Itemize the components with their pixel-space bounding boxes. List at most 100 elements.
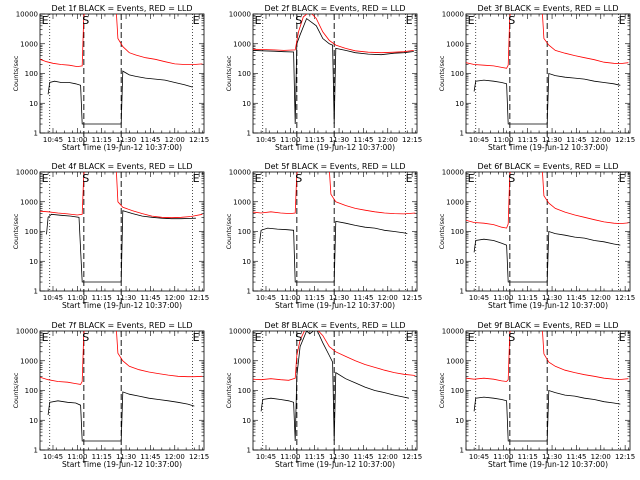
time-marker-label: E: [193, 331, 200, 344]
chart-title: Det 6f BLACK = Events, RED = LLD: [477, 162, 618, 171]
x-axis-label: Start Time (19-Jun-12 10:37:00): [62, 301, 182, 310]
chart-title: Det 5f BLACK = Events, RED = LLD: [264, 162, 405, 171]
series-line-events: [260, 331, 409, 442]
x-tick-label: 11:30: [329, 294, 349, 302]
y-tick-label: 10000: [442, 169, 464, 177]
x-tick-label: 11:30: [542, 294, 562, 302]
y-tick-label: 1000: [233, 40, 251, 48]
x-tick-label: 11:00: [493, 136, 513, 144]
x-tick-label: 12:00: [591, 294, 611, 302]
x-tick-label: 11:45: [566, 453, 586, 461]
x-tick-label: 10:45: [256, 294, 276, 302]
time-marker-label: E: [468, 14, 475, 27]
time-marker-label: E: [406, 172, 413, 185]
time-marker-label: S: [295, 331, 302, 344]
x-tick-label: 12:00: [165, 136, 185, 144]
y-tick-label: 1: [247, 288, 251, 296]
time-marker-label: E: [468, 331, 475, 344]
y-axis-label: Counts/sec: [438, 213, 446, 249]
x-tick-label: 11:45: [566, 136, 586, 144]
time-marker-label: E: [619, 331, 626, 344]
x-tick-label: 12:15: [615, 294, 635, 302]
y-tick-label: 100: [238, 387, 251, 395]
x-tick-label: 10:45: [43, 136, 63, 144]
y-tick-label: 10000: [442, 11, 464, 19]
y-tick-label: 10000: [16, 11, 38, 19]
x-tick-label: 12:15: [615, 136, 635, 144]
y-tick-label: 100: [451, 70, 464, 78]
x-tick-label: 11:45: [353, 136, 373, 144]
x-tick-label: 11:45: [353, 453, 373, 461]
y-tick-label: 1000: [20, 40, 38, 48]
time-marker-label: E: [255, 331, 262, 344]
x-axis-label: Start Time (19-Jun-12 10:37:00): [275, 301, 395, 310]
time-marker-label: E: [406, 331, 413, 344]
chart-title: Det 2f BLACK = Events, RED = LLD: [264, 4, 405, 13]
chart-title: Det 1f BLACK = Events, RED = LLD: [51, 4, 192, 13]
x-tick-label: 11:00: [493, 294, 513, 302]
x-tick-label: 10:45: [43, 453, 63, 461]
y-tick-label: 10: [29, 258, 38, 266]
series-line-events: [253, 17, 414, 125]
x-tick-label: 12:00: [378, 294, 398, 302]
y-tick-label: 1: [34, 130, 38, 138]
y-tick-label: 10: [455, 258, 464, 266]
y-tick-label: 1000: [20, 198, 38, 206]
plot-frame: [465, 171, 631, 292]
y-tick-label: 1: [247, 447, 251, 455]
chart-panel-7: Det 7f BLACK = Events, RED = LLD 1 10 100 10…: [12, 321, 209, 469]
y-tick-label: 1000: [446, 357, 464, 365]
y-axis-label: Counts/sec: [12, 213, 20, 249]
x-tick-label: 11:15: [518, 453, 538, 461]
x-axis-label: Start Time (19-Jun-12 10:37:00): [275, 143, 395, 152]
x-tick-label: 11:00: [67, 294, 87, 302]
chart-panel-1: Det 1f BLACK = Events, RED = LLD 1 10 100 10…: [12, 4, 209, 152]
x-tick-label: 11:30: [329, 136, 349, 144]
chart-panel-9: Det 9f BLACK = Events, RED = LLD 1 10 100 10…: [438, 321, 635, 469]
y-tick-label: 1: [460, 130, 464, 138]
series-line-lld: [40, 172, 203, 219]
y-axis-label: Counts/sec: [12, 55, 20, 91]
y-tick-label: 10: [242, 258, 251, 266]
time-marker-label: E: [42, 331, 49, 344]
x-axis-label: Start Time (19-Jun-12 10:37:00): [62, 460, 182, 469]
x-tick-label: 12:00: [378, 453, 398, 461]
y-tick-label: 100: [451, 387, 464, 395]
x-tick-label: 12:00: [591, 453, 611, 461]
x-tick-label: 10:45: [469, 294, 489, 302]
x-tick-label: 12:15: [189, 136, 209, 144]
time-marker-label: E: [619, 172, 626, 185]
x-tick-label: 12:15: [189, 294, 209, 302]
plot-frame: [39, 330, 205, 451]
x-tick-label: 11:45: [353, 294, 373, 302]
x-tick-label: 12:00: [378, 136, 398, 144]
x-tick-label: 12:00: [165, 294, 185, 302]
time-marker-label: S: [508, 14, 515, 27]
y-tick-label: 10000: [229, 169, 251, 177]
time-marker-label: S: [82, 14, 89, 27]
y-tick-label: 10: [29, 100, 38, 108]
series-line-lld: [40, 331, 203, 385]
x-tick-label: 11:30: [116, 453, 136, 461]
y-tick-label: 1: [460, 447, 464, 455]
x-tick-label: 12:15: [615, 453, 635, 461]
time-marker-label: E: [406, 14, 413, 27]
x-tick-label: 11:15: [305, 453, 325, 461]
y-tick-label: 100: [238, 70, 251, 78]
x-tick-label: 12:15: [402, 453, 422, 461]
y-tick-label: 10000: [16, 328, 38, 336]
y-tick-label: 1: [34, 447, 38, 455]
x-axis-label: Start Time (19-Jun-12 10:37:00): [488, 460, 608, 469]
x-tick-label: 10:45: [256, 453, 276, 461]
x-tick-label: 11:15: [305, 136, 325, 144]
y-tick-label: 100: [451, 228, 464, 236]
time-marker-label: E: [193, 14, 200, 27]
y-tick-label: 10000: [229, 11, 251, 19]
x-tick-label: 11:00: [67, 453, 87, 461]
time-marker-label: E: [42, 172, 49, 185]
chart-panel-5: Det 5f BLACK = Events, RED = LLD 1 10 100 10…: [225, 162, 422, 310]
time-marker-label: S: [295, 14, 302, 27]
y-tick-label: 100: [25, 387, 38, 395]
y-tick-label: 1000: [446, 40, 464, 48]
